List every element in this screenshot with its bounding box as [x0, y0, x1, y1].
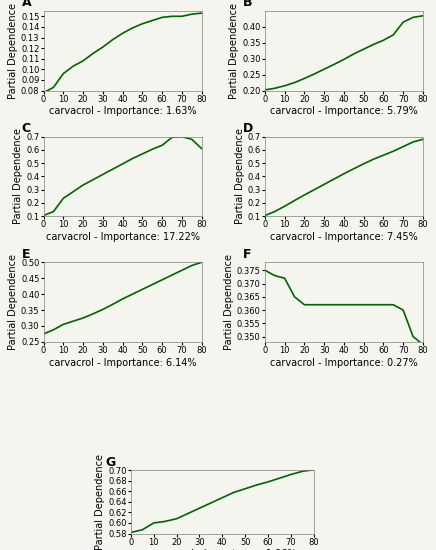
Y-axis label: Partial Dependence: Partial Dependence	[8, 254, 18, 350]
Text: G: G	[105, 456, 116, 469]
X-axis label: carvacrol - Importance: 0.27%: carvacrol - Importance: 0.27%	[270, 358, 418, 368]
Y-axis label: Partial Dependence: Partial Dependence	[14, 128, 24, 224]
Text: C: C	[21, 122, 31, 135]
X-axis label: carvacrol - Importance: 5.79%: carvacrol - Importance: 5.79%	[270, 107, 418, 117]
Y-axis label: Partial Dependence: Partial Dependence	[95, 454, 105, 550]
Text: E: E	[21, 248, 30, 261]
X-axis label: carvacrol - Importance: 1.63%: carvacrol - Importance: 1.63%	[49, 107, 196, 117]
X-axis label: carvacrol - Importance: 7.45%: carvacrol - Importance: 7.45%	[270, 232, 418, 242]
Text: B: B	[243, 0, 252, 9]
X-axis label: carvacrol - Importance: 17.22%: carvacrol - Importance: 17.22%	[46, 232, 200, 242]
Text: D: D	[243, 122, 253, 135]
X-axis label: carvacrol - Importance: 1.06%: carvacrol - Importance: 1.06%	[149, 549, 296, 550]
X-axis label: carvacrol - Importance: 6.14%: carvacrol - Importance: 6.14%	[49, 358, 196, 368]
Y-axis label: Partial Dependence: Partial Dependence	[8, 3, 18, 99]
Text: A: A	[21, 0, 31, 9]
Y-axis label: Partial Dependence: Partial Dependence	[224, 254, 234, 350]
Text: F: F	[243, 248, 251, 261]
Y-axis label: Partial Dependence: Partial Dependence	[229, 3, 239, 99]
Y-axis label: Partial Dependence: Partial Dependence	[235, 128, 245, 224]
